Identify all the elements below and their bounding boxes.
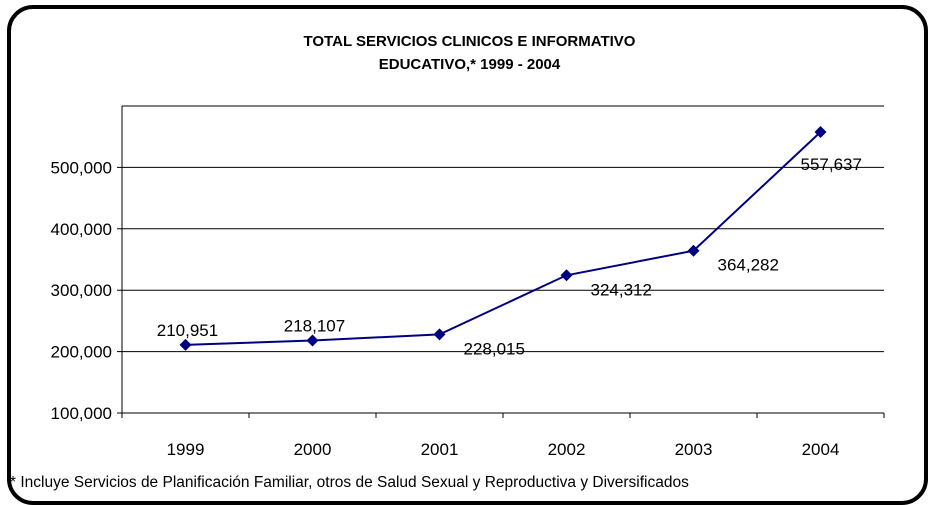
chart-footnote: * Incluye Servicios de Planificación Fam… xyxy=(10,474,689,491)
chart-title-line-1: TOTAL SERVICIOS CLINICOS E INFORMATIVO xyxy=(303,33,636,50)
data-point-marker xyxy=(179,338,192,351)
data-label: 218,107 xyxy=(284,316,345,335)
chart-title-line-2: EDUCATIVO,* 1999 - 2004 xyxy=(378,56,561,73)
series-line xyxy=(185,131,822,346)
x-tick-label: 2003 xyxy=(675,440,713,459)
gridlines xyxy=(122,105,884,353)
data-label: 324,312 xyxy=(591,280,652,299)
y-axis-ticks: 100,000 200,000 300,000 400,000 500,000 xyxy=(51,158,122,423)
y-tick-label: 500,000 xyxy=(51,158,112,177)
data-label: 228,015 xyxy=(464,339,525,358)
data-point-marker xyxy=(560,269,573,282)
x-tick-label: 2004 xyxy=(802,440,840,459)
y-tick-label: 300,000 xyxy=(51,281,112,300)
data-point-marker xyxy=(814,126,827,139)
x-tick-label: 2000 xyxy=(294,440,332,459)
y-tick-label: 200,000 xyxy=(51,343,112,362)
x-tick-label: 2002 xyxy=(548,440,586,459)
x-axis-ticks: 1999 2000 2001 2002 2003 2004 xyxy=(121,413,885,459)
data-point-marker xyxy=(433,328,446,341)
y-tick-label: 400,000 xyxy=(51,220,112,239)
x-tick-label: 1999 xyxy=(167,440,205,459)
x-tick-label: 2001 xyxy=(421,440,459,459)
chart-frame xyxy=(7,5,928,505)
data-label: 557,637 xyxy=(801,155,862,174)
chart-title: TOTAL SERVICIOS CLINICOS E INFORMATIVO E… xyxy=(0,30,939,76)
data-point-marker xyxy=(306,334,319,347)
y-tick-label: 100,000 xyxy=(51,404,112,423)
data-point-marker xyxy=(687,244,700,257)
data-labels: 210,951 218,107 228,015 324,312 364,282 557,6… xyxy=(157,155,862,358)
data-label: 364,282 xyxy=(718,256,779,275)
data-label: 210,951 xyxy=(157,321,218,340)
series-layer xyxy=(179,126,827,351)
